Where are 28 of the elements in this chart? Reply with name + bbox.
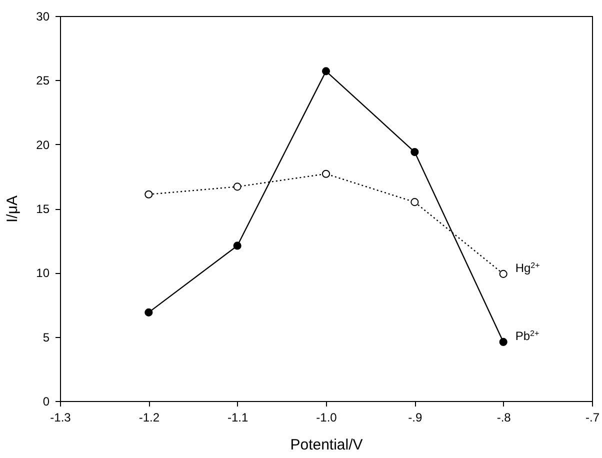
y-tick-label: 10 bbox=[36, 266, 50, 280]
point bbox=[410, 198, 419, 206]
point bbox=[233, 182, 242, 191]
point bbox=[144, 308, 153, 316]
point bbox=[499, 338, 508, 346]
point bbox=[144, 190, 153, 198]
y-tick-label: 25 bbox=[36, 74, 50, 88]
x-tick-label: -1.0 bbox=[316, 410, 338, 424]
point bbox=[410, 148, 419, 156]
x-tick-label: -1.1 bbox=[227, 410, 248, 424]
y-tick-label: 15 bbox=[36, 202, 50, 216]
x-tick-label: -.9 bbox=[408, 410, 422, 424]
y-tick-label: 30 bbox=[36, 10, 50, 24]
y-tick-label: 0 bbox=[42, 394, 50, 408]
point bbox=[322, 67, 330, 76]
y-tick-label: 20 bbox=[36, 138, 50, 152]
series-label: Hg$^{2+}$ bbox=[515, 260, 540, 275]
x-tick-label: -.8 bbox=[496, 410, 512, 424]
x-tick-label: -.7 bbox=[585, 410, 600, 424]
y-axis-title: I/μA bbox=[4, 196, 22, 222]
x-tick-label: -1.3 bbox=[50, 410, 72, 424]
x-tick-label: -1.2 bbox=[138, 410, 160, 424]
point bbox=[322, 170, 330, 178]
series-label: Pb$^{2+}$ bbox=[515, 328, 540, 343]
point bbox=[499, 270, 508, 278]
point bbox=[233, 242, 242, 250]
x-axis-title: Potential/V bbox=[290, 436, 363, 454]
y-tick-label: 5 bbox=[42, 330, 50, 344]
